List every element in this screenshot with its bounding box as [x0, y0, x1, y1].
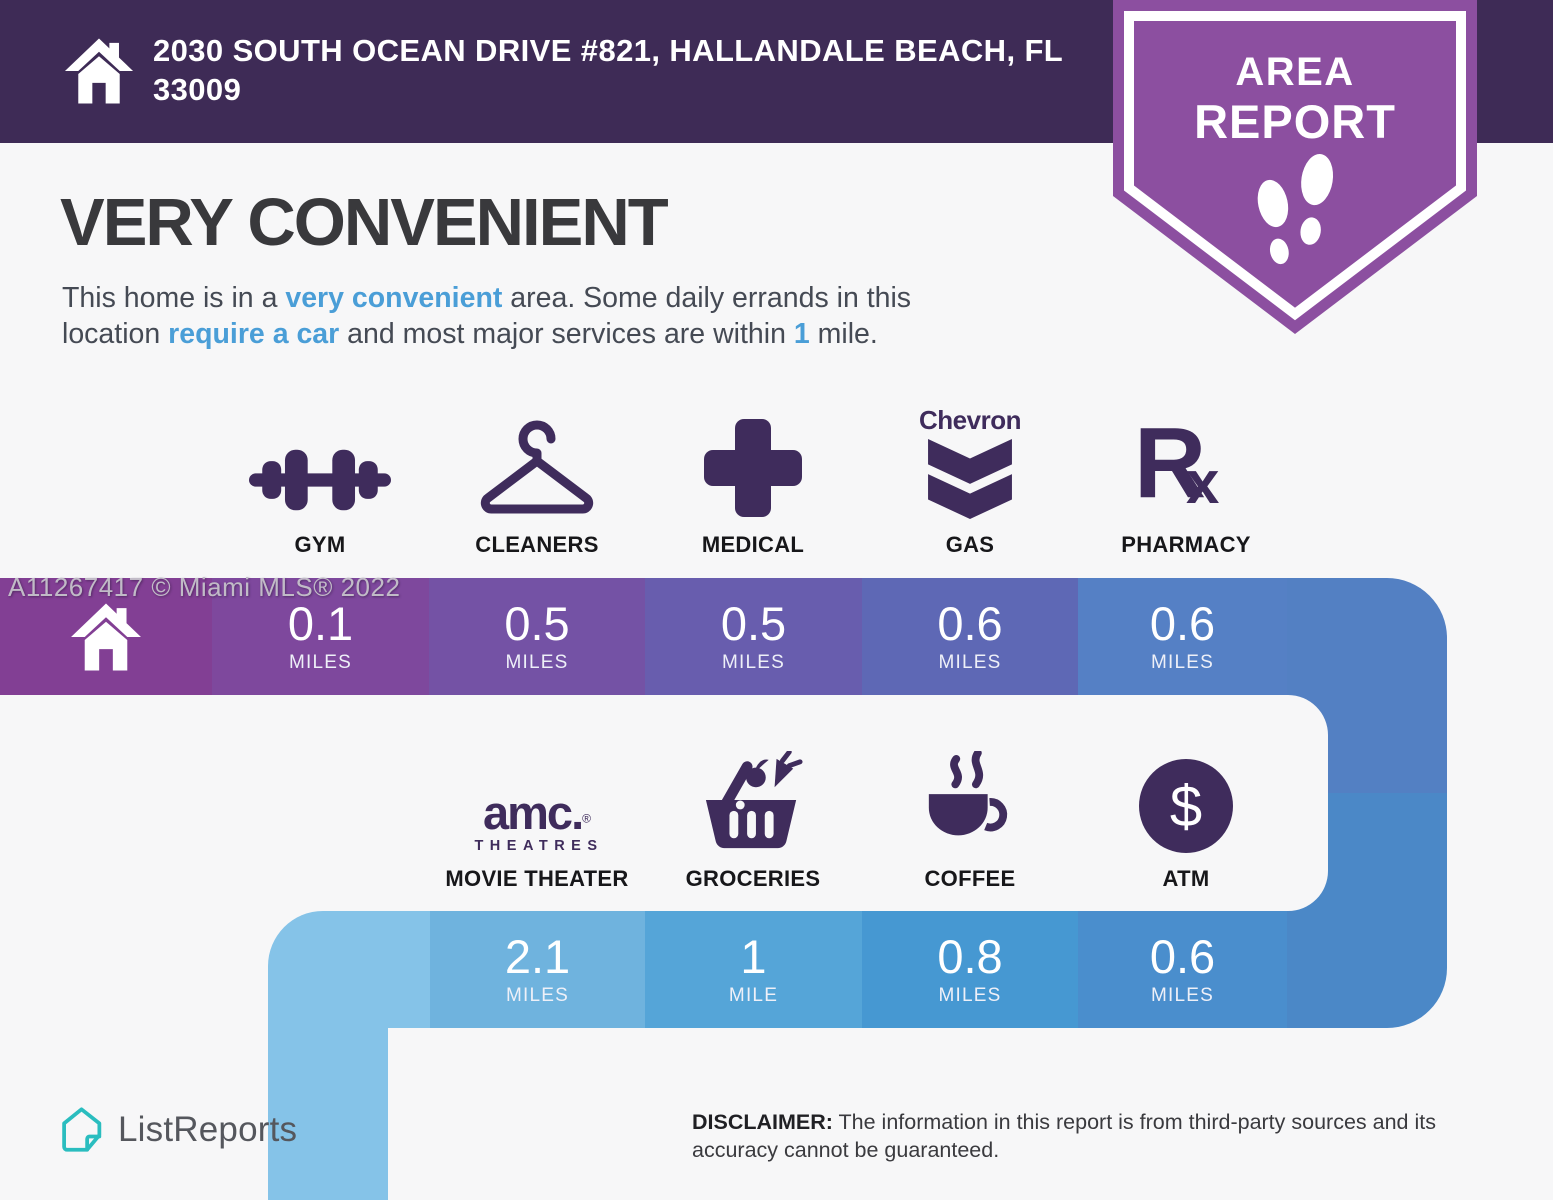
disclaimer-text: DISCLAIMER: The information in this repo…: [692, 1108, 1507, 1164]
coffee-cup-icon: [921, 751, 1019, 853]
distance-segment-cleaners: 0.5 MILES: [429, 578, 645, 695]
summary-highlight: very convenient: [285, 282, 503, 314]
page-title: VERY CONVENIENT: [60, 185, 669, 260]
distance-segment-pharmacy: 0.6 MILES: [1078, 578, 1287, 695]
footprints-icon: [1257, 153, 1334, 265]
distance-band-1: 0.1 MILES 0.5 MILES 0.5 MILES 0.6 MILES …: [0, 578, 1287, 695]
distance-value: 2.1: [504, 929, 571, 983]
distance-value: 0.6: [937, 596, 1003, 650]
distance-value: 1: [740, 929, 767, 983]
listreports-house-icon: [62, 1107, 102, 1152]
badge-pennant-shape: [1113, 0, 1477, 334]
summary-text: and most major services are within: [339, 317, 794, 350]
distance-segment-coffee: 0.8 MILES: [862, 911, 1078, 1028]
category-label: MOVIE THEATER: [445, 866, 629, 891]
band-connector-left-bottom: [268, 1026, 388, 1200]
band2-leadin-segment: [268, 911, 430, 1028]
hanger-icon: [477, 411, 597, 519]
summary-highlight: require a car: [168, 317, 340, 350]
distance-unit: MILES: [1150, 984, 1215, 1006]
grocery-basket-icon: [694, 751, 812, 853]
distance-unit: MILES: [505, 984, 570, 1006]
category-groceries: GROCERIES: [643, 740, 863, 892]
distance-unit: MILES: [288, 651, 353, 673]
property-address: 2030 SOUTH OCEAN DRIVE #821, HALLANDALE …: [153, 33, 1063, 107]
distance-value: 0.5: [504, 596, 570, 650]
distance-unit: MILES: [938, 651, 1002, 673]
summary-text: mile.: [809, 317, 878, 350]
summary-paragraph: This home is in a very convenient area. …: [62, 281, 911, 352]
distance-band-2: 2.1 MILES 1 MILE 0.8 MILES 0.6 MILES: [268, 911, 1287, 1028]
category-label: GYM: [294, 532, 346, 557]
home-icon: [64, 38, 134, 104]
category-pharmacy: R x PHARMACY: [1076, 406, 1296, 558]
summary-text: area. Some daily errands in this: [502, 282, 912, 314]
category-label: COFFEE: [924, 866, 1016, 891]
summary-text: location: [62, 317, 169, 350]
distance-segment-atm: 0.6 MILES: [1078, 911, 1287, 1028]
category-gym: GYM: [210, 406, 430, 558]
distance-unit: MILES: [1150, 651, 1215, 673]
rx-icon: R x: [1134, 413, 1238, 519]
disclaimer-label: DISCLAIMER:: [692, 1110, 833, 1134]
area-report-badge: AREA REPORT: [1113, 0, 1477, 340]
rx-letter-x: x: [1186, 449, 1220, 516]
chevron-brand-text: Chevron: [919, 405, 1021, 435]
mls-watermark: A11267417 © Miami MLS® 2022: [8, 572, 401, 602]
summary-text: This home is in a: [62, 282, 286, 314]
disclaimer-line1: The information in this report is from t…: [832, 1110, 1436, 1134]
summary-line-2: location require a car and most major se…: [62, 317, 911, 353]
badge-title-line2: REPORT: [1194, 95, 1396, 148]
amc-wordmark: amc.®: [483, 785, 591, 839]
rx-letter-r: R: [1134, 407, 1207, 519]
home-icon: [71, 603, 141, 670]
distance-value: 0.5: [720, 596, 787, 650]
chevron-gas-icon: Chevron: [919, 405, 1021, 519]
disclaimer-line2: accuracy cannot be guaranteed.: [692, 1138, 1000, 1162]
category-label: GROCERIES: [685, 866, 821, 891]
dollar-sign: $: [1169, 773, 1203, 839]
category-medical: MEDICAL: [643, 406, 863, 558]
distance-value: 0.1: [287, 596, 354, 650]
category-gas: Chevron GAS: [860, 405, 1080, 558]
category-label: CLEANERS: [475, 532, 599, 557]
summary-line-1: This home is in a very convenient area. …: [62, 281, 911, 317]
category-movie-theater: amc.® THEATRES MOVIE THEATER: [427, 740, 647, 892]
distance-segment-groceries: 1 MILE: [645, 911, 862, 1028]
home-segment: [0, 578, 212, 695]
distance-value: 0.6: [1149, 596, 1216, 650]
listreports-logo: ListReports: [58, 1106, 297, 1153]
content-area-middle: [0, 695, 1328, 911]
medical-cross-icon: [702, 417, 804, 519]
distance-value: 0.8: [937, 929, 1003, 983]
distance-value: 0.6: [1149, 929, 1216, 983]
category-label: ATM: [1162, 866, 1210, 891]
amc-theatres-logo: amc.® THEATRES: [470, 789, 603, 854]
amc-subtitle: THEATRES: [474, 837, 604, 854]
category-coffee: COFFEE: [860, 740, 1080, 892]
distance-segment-gas: 0.6 MILES: [862, 578, 1078, 695]
distance-unit: MILES: [938, 984, 1002, 1006]
content-area-bottom: [388, 1028, 1553, 1200]
summary-highlight: 1: [793, 317, 810, 350]
distance-segment-gym: 0.1 MILES: [212, 578, 429, 695]
distance-segment-medical: 0.5 MILES: [645, 578, 862, 695]
category-atm: $ ATM: [1076, 740, 1296, 892]
category-label: PHARMACY: [1121, 532, 1251, 557]
category-label: MEDICAL: [701, 532, 805, 557]
badge-title-line1: AREA: [1235, 50, 1355, 94]
distance-unit: MILE: [728, 984, 779, 1006]
dollar-circle-icon: $: [1139, 759, 1233, 853]
dumbbell-icon: [249, 441, 391, 519]
category-label: GAS: [945, 532, 995, 557]
listreports-wordmark: ListReports: [118, 1109, 298, 1149]
distance-unit: MILES: [721, 651, 786, 673]
category-cleaners: CLEANERS: [427, 406, 647, 558]
distance-segment-movie-theater: 2.1 MILES: [430, 911, 645, 1028]
distance-unit: MILES: [505, 651, 569, 673]
